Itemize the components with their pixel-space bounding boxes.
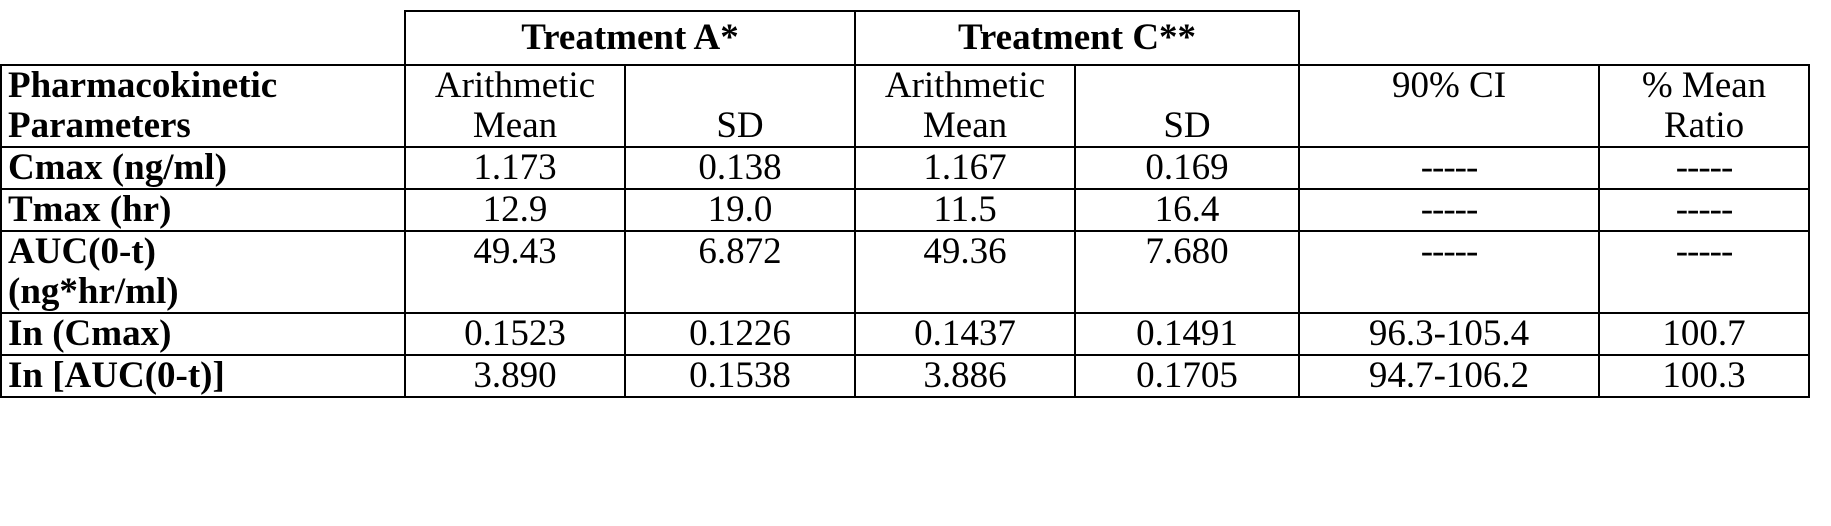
cell-c-sd: 0.169: [1074, 146, 1301, 190]
group-header-treatment-c: Treatment C**: [854, 10, 1301, 66]
table-row: Cmax (ng/ml) 1.173 0.138 1.167 0.169 ---…: [0, 146, 1811, 190]
ratio-header-line-2: Ratio: [1663, 105, 1745, 146]
c-mean-header: Arithmetic Mean: [854, 64, 1077, 148]
column-header-row: Pharmacokinetic Parameters Arithmetic Me…: [0, 64, 1811, 148]
corner-blank: [1, 11, 405, 65]
cell-c-sd: 0.1491: [1074, 312, 1301, 356]
a-sd-header: SD: [623, 64, 857, 148]
cell-a-sd: 19.0: [623, 188, 857, 232]
cell-c-sd: 16.4: [1074, 188, 1301, 232]
cell-ratio: -----: [1598, 188, 1811, 232]
cell-ci: -----: [1298, 188, 1601, 232]
row-param: Cmax (ng/ml): [0, 146, 406, 190]
a-mean-header-line-2: Mean: [472, 105, 558, 146]
cell-ratio: 100.7: [1598, 312, 1811, 356]
cell-ci: 94.7-106.2: [1298, 354, 1601, 398]
cell-c-sd: 0.1705: [1074, 354, 1301, 398]
c-mean-header-line-1: Arithmetic: [884, 65, 1046, 106]
table-row: AUC(0-t) (ng*hr/ml) 49.43 6.872 49.36 7.…: [0, 230, 1811, 314]
cell-ci: -----: [1298, 146, 1601, 190]
group-header-treatment-a: Treatment A*: [403, 10, 857, 66]
cell-c-mean: 11.5: [854, 188, 1077, 232]
cell-a-mean: 0.1523: [404, 312, 626, 356]
param-header-line-1: Pharmacokinetic: [8, 65, 278, 106]
ratio-header: % Mean Ratio: [1598, 64, 1811, 148]
cell-ci: -----: [1298, 230, 1601, 314]
cell-a-mean: 12.9: [404, 188, 626, 232]
cell-ratio: -----: [1598, 146, 1811, 190]
ratio-header-line-1: % Mean: [1641, 65, 1767, 106]
a-mean-header: Arithmetic Mean: [404, 64, 626, 148]
row-param: In [AUC(0-t)]: [0, 354, 406, 398]
param-header: Pharmacokinetic Parameters: [0, 64, 406, 148]
cell-a-sd: 0.1226: [623, 312, 857, 356]
row-param-line-1: AUC(0-t): [8, 231, 156, 272]
pharmacokinetic-table: Treatment A* Treatment C** Pharmacokinet…: [0, 10, 1811, 398]
cell-a-mean: 49.43: [404, 230, 626, 314]
cell-a-mean: 3.890: [404, 354, 626, 398]
cell-a-sd: 0.1538: [623, 354, 857, 398]
group-header-row: Treatment A* Treatment C**: [1, 10, 1809, 66]
cell-c-mean: 3.886: [854, 354, 1077, 398]
ci-header: 90% CI: [1298, 64, 1601, 148]
c-sd-header: SD: [1074, 64, 1301, 148]
cell-c-mean: 1.167: [854, 146, 1077, 190]
cell-c-mean: 0.1437: [854, 312, 1077, 356]
cell-c-mean: 49.36: [854, 230, 1077, 314]
row-param: In (Cmax): [0, 312, 406, 356]
cell-a-sd: 6.872: [623, 230, 857, 314]
row-param: Tmax (hr): [0, 188, 406, 232]
row-param-line-2: (ng*hr/ml): [8, 271, 179, 312]
header-blank-right: [1299, 11, 1809, 65]
row-param: AUC(0-t) (ng*hr/ml): [0, 230, 406, 314]
table-row: In (Cmax) 0.1523 0.1226 0.1437 0.1491 96…: [0, 312, 1811, 356]
cell-a-mean: 1.173: [404, 146, 626, 190]
a-mean-header-line-1: Arithmetic: [434, 65, 596, 106]
cell-a-sd: 0.138: [623, 146, 857, 190]
cell-ratio: 100.3: [1598, 354, 1811, 398]
cell-ratio: -----: [1598, 230, 1811, 314]
table-row: In [AUC(0-t)] 3.890 0.1538 3.886 0.1705 …: [0, 354, 1811, 398]
param-header-line-2: Parameters: [8, 105, 191, 146]
cell-ci: 96.3-105.4: [1298, 312, 1601, 356]
table-row: Tmax (hr) 12.9 19.0 11.5 16.4 ----- ----…: [0, 188, 1811, 232]
c-mean-header-line-2: Mean: [922, 105, 1008, 146]
cell-c-sd: 7.680: [1074, 230, 1301, 314]
